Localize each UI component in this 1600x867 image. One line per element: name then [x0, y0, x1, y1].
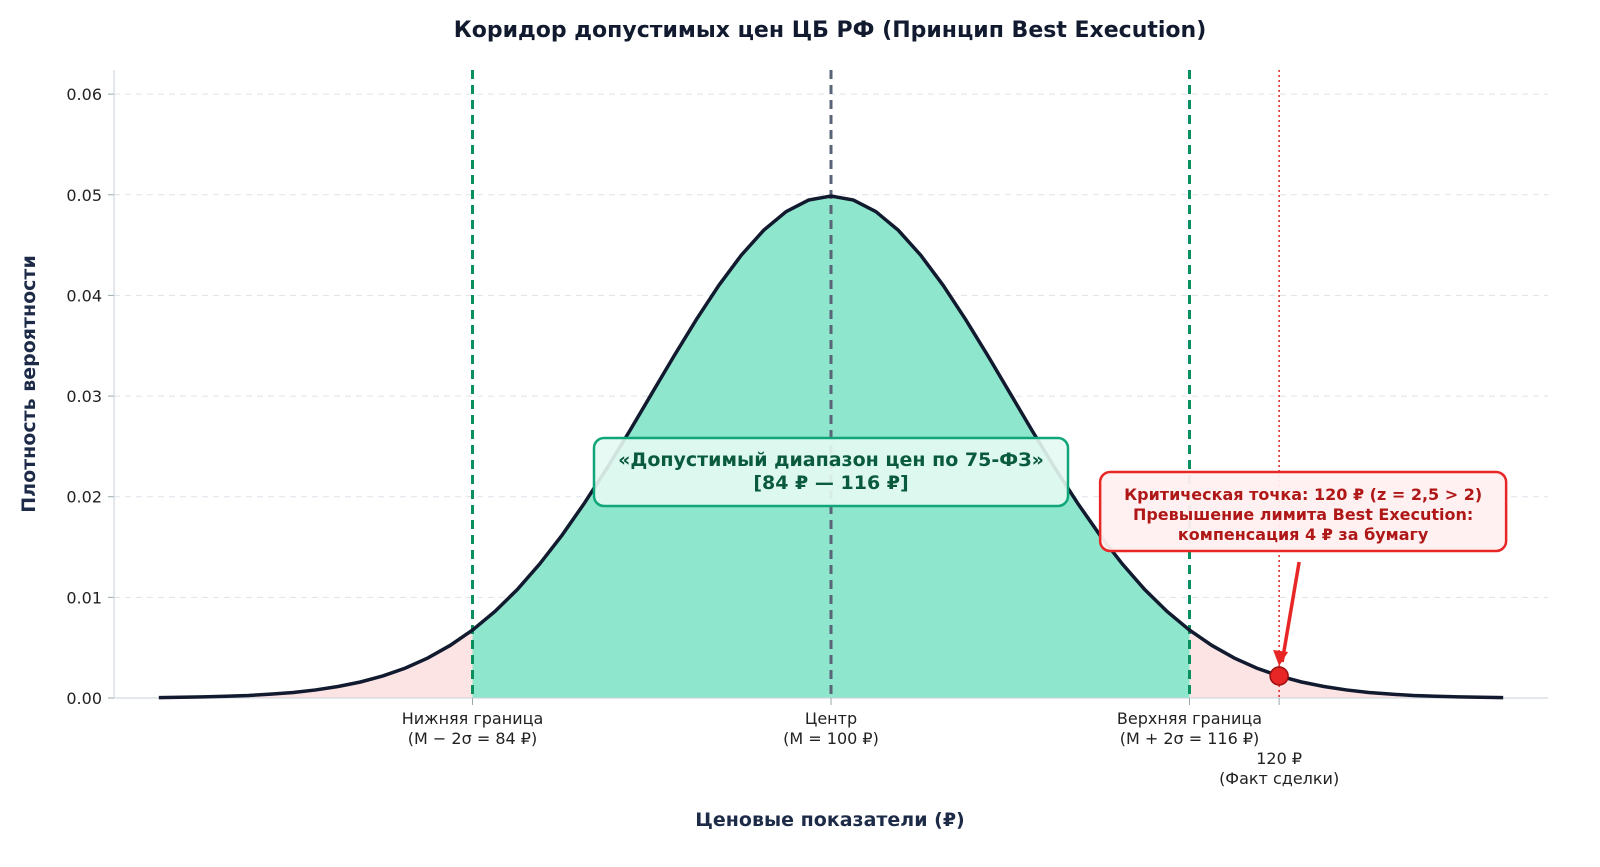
x-tick-label: Центр (M = 100 ₽)	[783, 709, 879, 748]
y-tick-label: 0.05	[66, 186, 102, 205]
y-tick-label: 0.01	[66, 588, 102, 607]
y-axis-label: Плотность вероятности	[18, 255, 40, 513]
arrow	[1280, 561, 1301, 663]
y-tick-label: 0.00	[66, 689, 102, 708]
y-tick-label: 0.02	[66, 488, 102, 507]
y-tick-label: 0.03	[66, 387, 102, 406]
chart-title: Коридор допустимых цен ЦБ РФ (Принцип Be…	[454, 18, 1207, 43]
x-tick-label: 120 ₽ (Факт сделки)	[1219, 749, 1339, 788]
arrowhead	[1273, 649, 1289, 666]
y-tick-label: 0.04	[66, 286, 102, 305]
y-tick-label: 0.06	[66, 85, 102, 104]
annotation-box	[1098, 470, 1508, 553]
x-tick-label: Нижняя граница (M − 2σ = 84 ₽)	[402, 709, 544, 748]
critical-point	[1269, 666, 1289, 686]
annotation: «Допустимый диапазон цен по 75-ФЗ» [84 ₽ …	[618, 449, 1044, 494]
annotation: Критическая точка: 120 ₽ (z = 2,5 > 2) Пр…	[1124, 485, 1482, 544]
x-tick-label: Верхняя граница (M + 2σ = 116 ₽)	[1117, 709, 1262, 748]
annotation-box	[592, 436, 1070, 508]
x-axis-label: Ценовые показатели (₽)	[695, 809, 965, 831]
